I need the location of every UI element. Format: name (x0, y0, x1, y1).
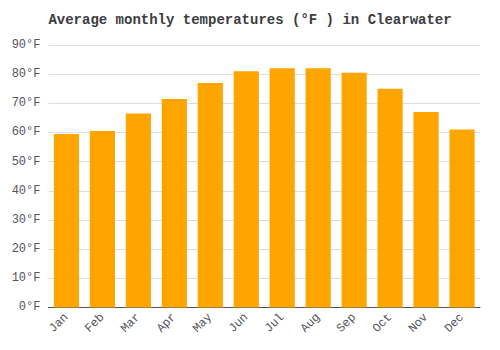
svg-text:Dec: Dec (442, 311, 467, 336)
svg-text:Oct: Oct (370, 311, 395, 336)
svg-text:Average monthly temperatures (: Average monthly temperatures (°F ) in Cl… (48, 12, 451, 28)
svg-text:50°F: 50°F (12, 155, 41, 169)
svg-text:Jan: Jan (46, 311, 71, 336)
svg-text:80°F: 80°F (12, 67, 41, 81)
svg-text:Jun: Jun (226, 311, 251, 336)
svg-text:Feb: Feb (82, 311, 107, 336)
svg-text:May: May (190, 311, 215, 336)
svg-text:Apr: Apr (154, 311, 179, 336)
svg-text:30°F: 30°F (12, 213, 41, 227)
svg-text:90°F: 90°F (12, 38, 41, 52)
svg-text:60°F: 60°F (12, 125, 41, 139)
svg-text:40°F: 40°F (12, 184, 41, 198)
svg-text:10°F: 10°F (12, 271, 41, 285)
svg-text:70°F: 70°F (12, 96, 41, 110)
svg-text:Nov: Nov (406, 311, 431, 336)
svg-text:0°F: 0°F (19, 300, 41, 314)
svg-text:Sep: Sep (334, 311, 359, 336)
svg-text:Mar: Mar (118, 311, 143, 336)
svg-text:20°F: 20°F (12, 242, 41, 256)
svg-text:Aug: Aug (298, 311, 323, 336)
svg-text:Jul: Jul (262, 311, 287, 336)
